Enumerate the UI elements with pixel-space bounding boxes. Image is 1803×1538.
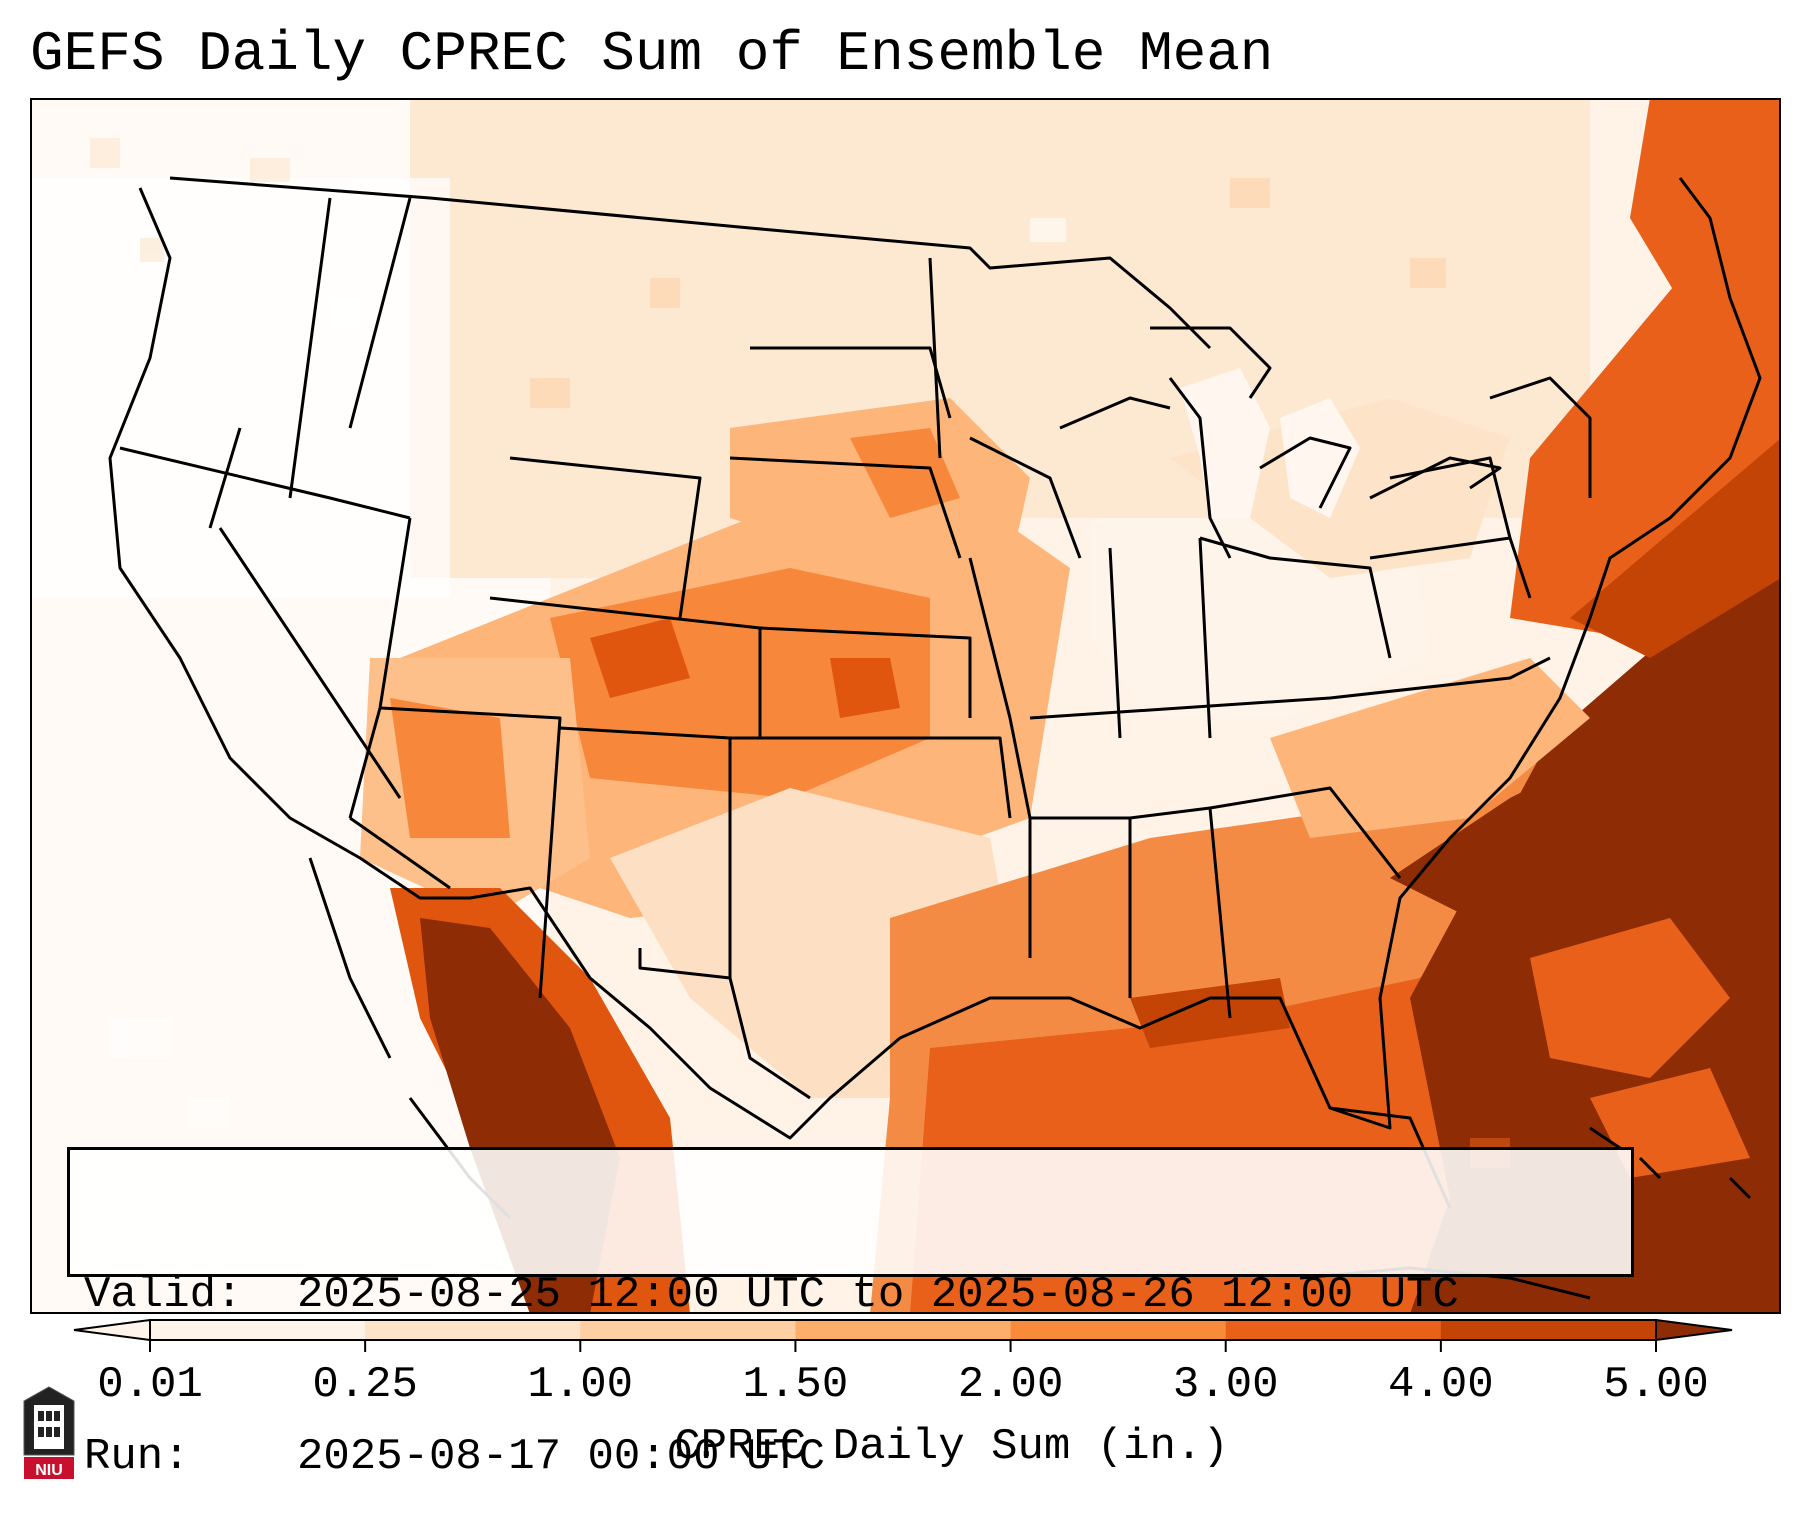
niu-logo-icon: NIU [23, 1386, 75, 1479]
run-label: Run: [84, 1432, 190, 1482]
svg-text:NIU: NIU [35, 1462, 63, 1479]
colorbar-tick-label: 0.25 [312, 1360, 418, 1410]
colorbar-tick-label: 3.00 [1172, 1360, 1279, 1410]
colorbar-tick-label: 1.00 [527, 1360, 634, 1410]
colorbar-segment [580, 1320, 796, 1340]
run-line: Run: 2025-08-17 00:00 UTC [84, 1430, 1631, 1484]
colorbar-segment [1440, 1320, 1657, 1340]
valid-value: 2025-08-25 12:00 UTC to 2025-08-26 12:00… [297, 1270, 1459, 1320]
colorbar-extend-high [1655, 1318, 1733, 1342]
valid-line: Valid: 2025-08-25 12:00 UTC to 2025-08-26… [84, 1268, 1631, 1322]
colorbar [73, 1318, 1733, 1352]
precip-map [30, 98, 1781, 1314]
valid-label: Valid: [84, 1270, 243, 1320]
colorbar-extend-low [73, 1318, 151, 1342]
colorbar-segment [795, 1320, 1012, 1340]
colorbar-tick-label: 1.50 [742, 1360, 849, 1410]
colorbar-tick-label: 5.00 [1603, 1360, 1709, 1410]
colorbar-segment [1225, 1320, 1442, 1340]
colorbar-tick-label: 4.00 [1388, 1360, 1494, 1410]
colorbar-segment [150, 1320, 366, 1340]
colorbar-label: CPREC Daily Sum (in.) [674, 1422, 1229, 1472]
info-box: Valid: 2025-08-25 12:00 UTC to 2025-08-26… [67, 1147, 1634, 1482]
boundaries [108, 176, 1762, 1300]
chart-title: GEFS Daily CPREC Sum of Ensemble Mean [30, 22, 1274, 86]
colorbar-segment [365, 1320, 581, 1340]
colorbar-tick-label: 0.01 [97, 1360, 203, 1410]
run-value: 2025-08-17 00:00 UTC [297, 1432, 826, 1482]
colorbar-segment [1010, 1320, 1227, 1340]
colorbar-tick-label: 2.00 [957, 1360, 1064, 1410]
